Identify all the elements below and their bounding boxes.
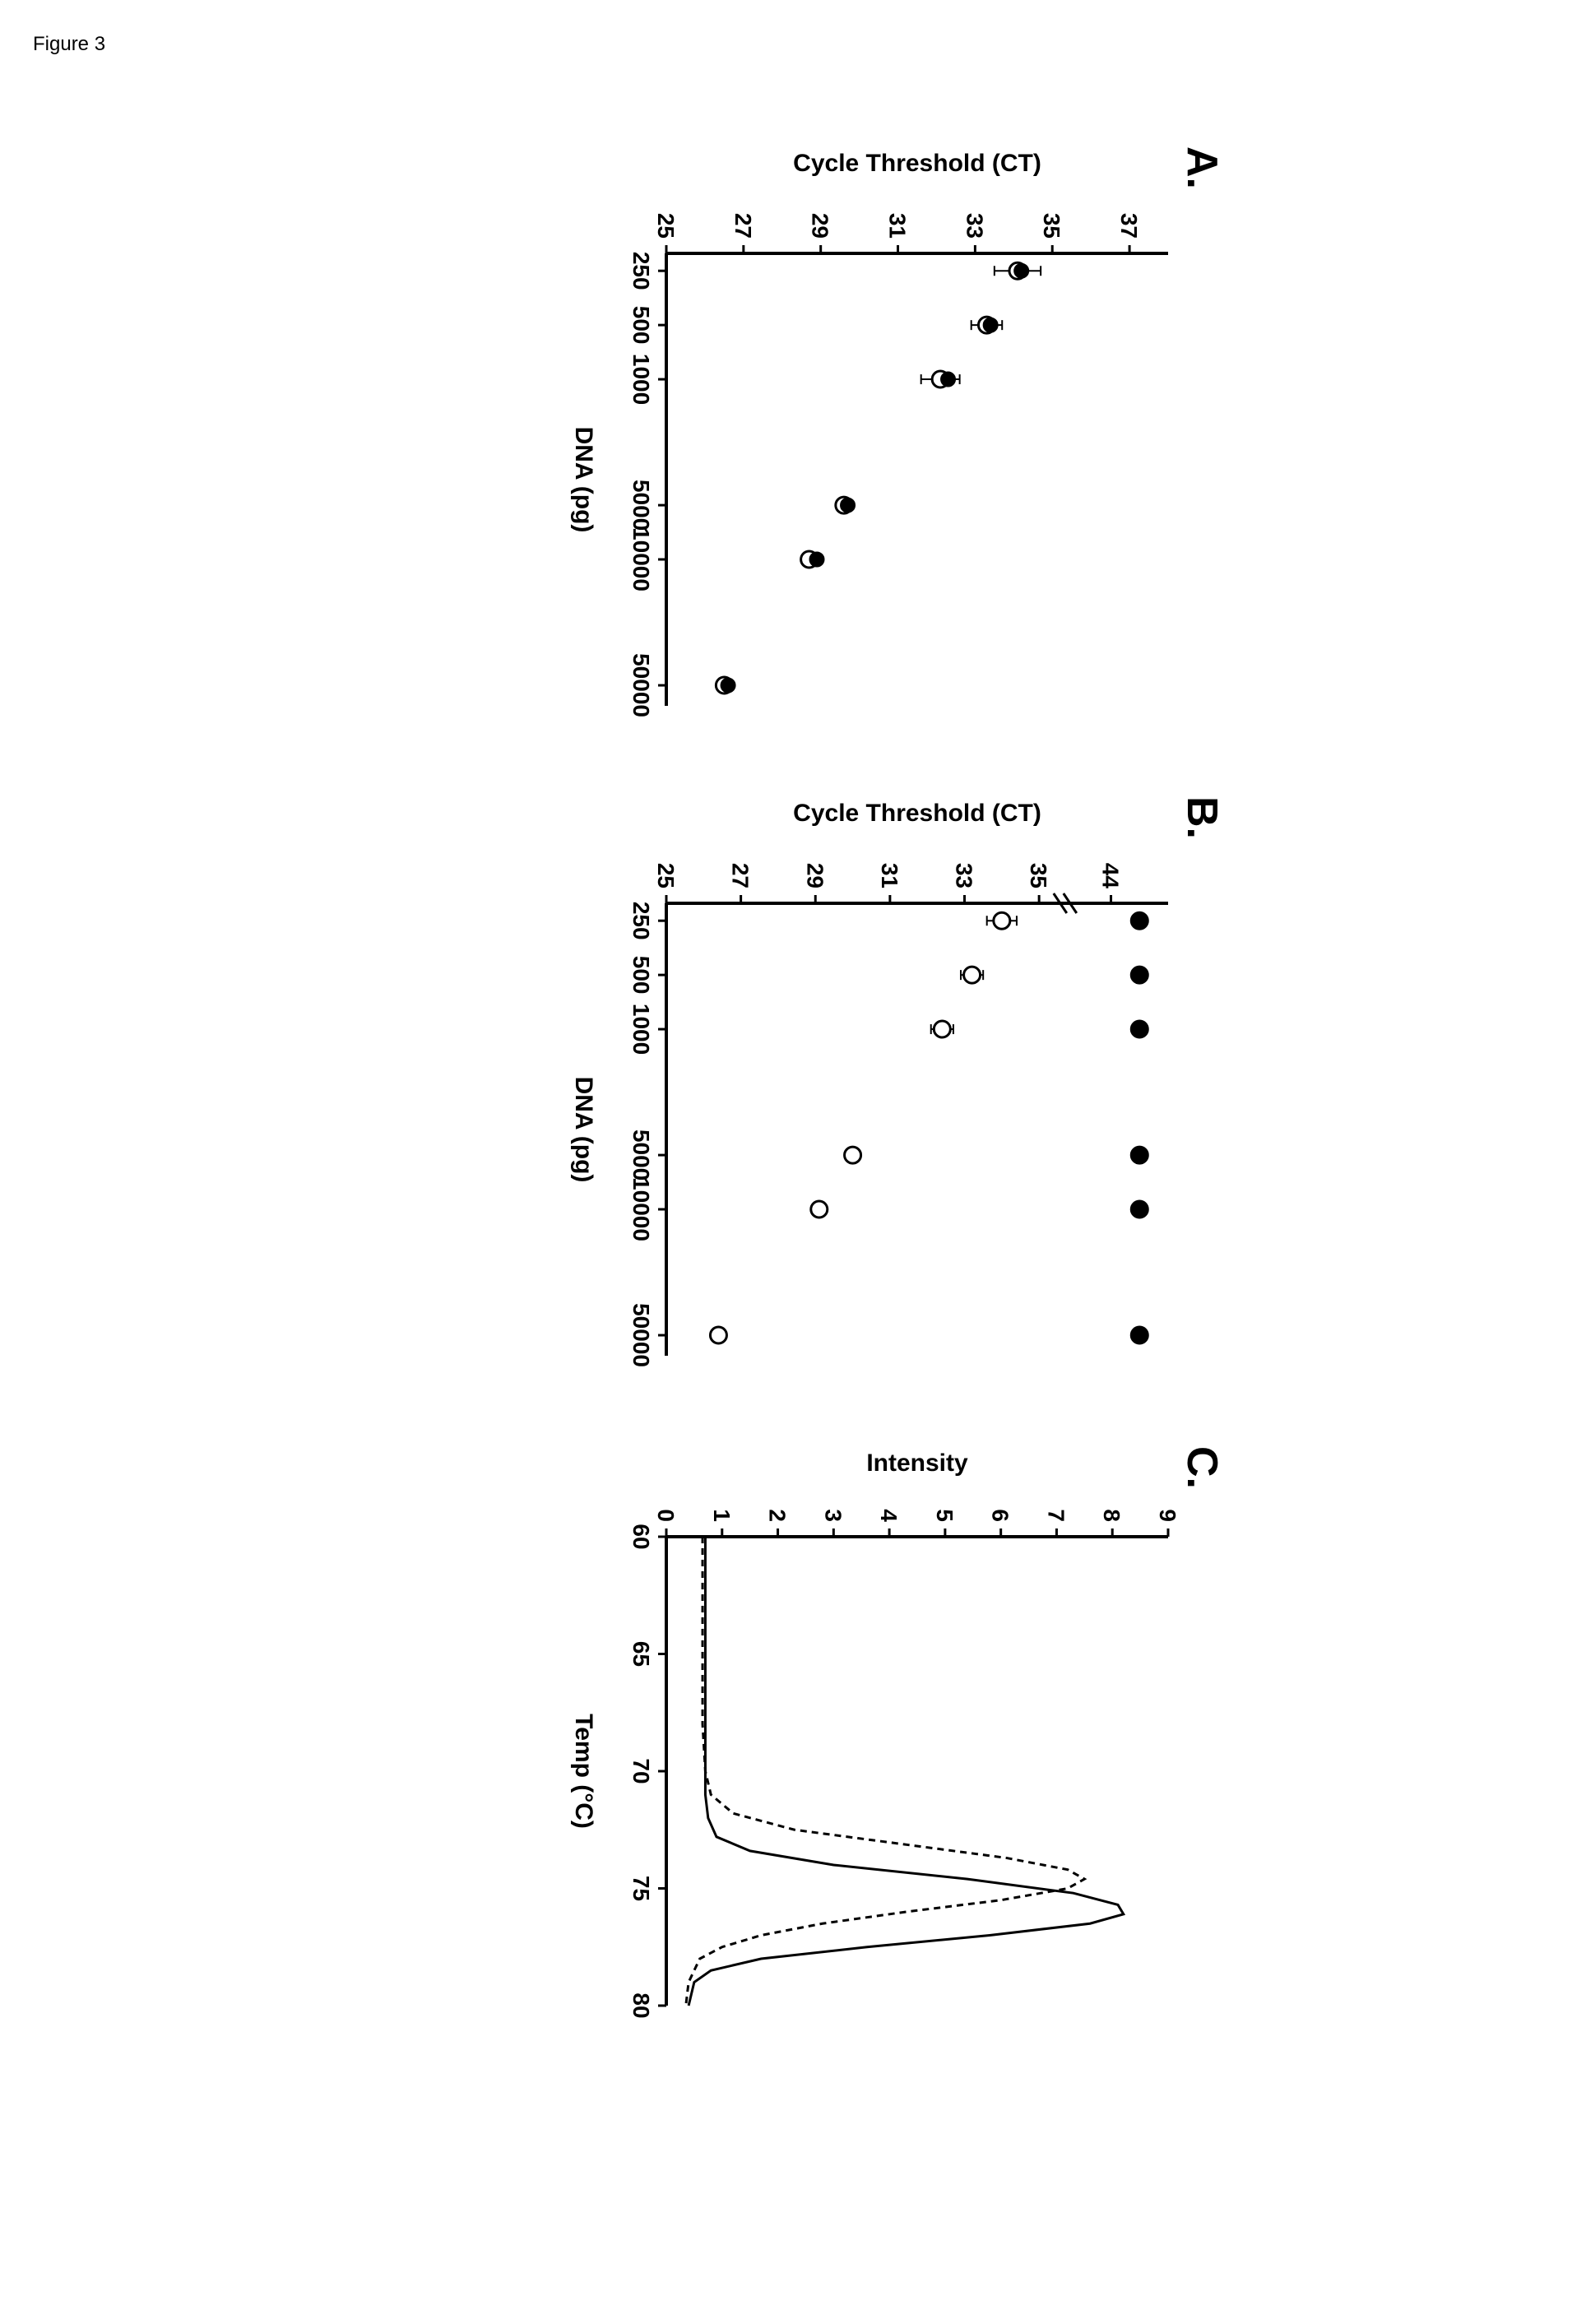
svg-text:33: 33 xyxy=(952,863,977,888)
svg-text:5: 5 xyxy=(932,1509,958,1522)
svg-text:3: 3 xyxy=(820,1509,846,1522)
svg-text:9: 9 xyxy=(1155,1509,1180,1522)
svg-text:31: 31 xyxy=(885,213,911,239)
svg-text:29: 29 xyxy=(802,863,828,888)
svg-text:8: 8 xyxy=(1099,1509,1125,1522)
svg-text:1000: 1000 xyxy=(628,1004,654,1055)
svg-text:Cycle Threshold (CT): Cycle Threshold (CT) xyxy=(793,800,1041,827)
svg-text:27: 27 xyxy=(728,863,754,888)
svg-text:DNA (pg): DNA (pg) xyxy=(570,1077,597,1183)
svg-text:1000: 1000 xyxy=(628,354,654,405)
svg-text:C.: C. xyxy=(1178,1446,1226,1489)
panel-a: A. 25 27 29 31 33 35 37 250 500 1000 500010000 50000… xyxy=(551,138,1226,731)
panel-a-chart: A. 25 27 29 31 33 35 37 250 500 1000 500010000 50000… xyxy=(551,138,1226,731)
svg-text:50000: 50000 xyxy=(628,653,654,717)
svg-text:500: 500 xyxy=(628,306,654,345)
svg-text:35: 35 xyxy=(1026,863,1051,888)
svg-text:A.: A. xyxy=(1178,146,1226,189)
svg-text:50000: 50000 xyxy=(628,1303,654,1367)
svg-text:27: 27 xyxy=(730,213,756,239)
svg-text:Cycle Threshold (CT): Cycle Threshold (CT) xyxy=(793,150,1041,177)
figure-number: Figure 3 xyxy=(33,33,1539,56)
svg-text:35: 35 xyxy=(1039,213,1064,239)
svg-text:80: 80 xyxy=(628,1992,654,2018)
svg-text:500: 500 xyxy=(628,956,654,995)
svg-text:7: 7 xyxy=(1043,1509,1069,1522)
svg-text:10000: 10000 xyxy=(628,1177,654,1241)
svg-text:DNA (pg): DNA (pg) xyxy=(570,427,597,533)
svg-text:33: 33 xyxy=(962,213,987,239)
svg-text:70: 70 xyxy=(628,1758,654,1784)
svg-text:4: 4 xyxy=(876,1509,902,1522)
svg-text:250: 250 xyxy=(628,902,654,940)
svg-text:5000: 5000 xyxy=(628,1130,654,1181)
panel-c: C. 60 65 70 75 80 0 1 2 3 4 5 6 7 8 9 Temp (°C) Intensity xyxy=(551,1438,1226,2030)
svg-text:10000: 10000 xyxy=(628,527,654,591)
svg-text:31: 31 xyxy=(877,863,902,888)
panel-b-chart: B. 25 27 29 31 33 35 44 250 500 1000 500010000 50000… xyxy=(551,788,1226,1380)
svg-text:29: 29 xyxy=(808,213,833,239)
svg-text:Temp (°C): Temp (°C) xyxy=(570,1714,597,1829)
svg-text:25: 25 xyxy=(653,863,679,888)
panel-c-chart: C. 60 65 70 75 80 0 1 2 3 4 5 6 7 8 9 Temp (°C) Intensity xyxy=(551,1438,1226,2030)
svg-text:75: 75 xyxy=(628,1876,654,1901)
svg-text:6: 6 xyxy=(988,1509,1013,1522)
svg-text:0: 0 xyxy=(653,1509,679,1522)
svg-text:44: 44 xyxy=(1098,863,1124,889)
svg-text:25: 25 xyxy=(653,213,679,239)
svg-text:65: 65 xyxy=(628,1641,654,1667)
svg-text:B.: B. xyxy=(1178,796,1226,839)
svg-text:2: 2 xyxy=(765,1509,791,1522)
panel-b: B. 25 27 29 31 33 35 44 250 500 1000 500010000 50000… xyxy=(551,788,1226,1380)
svg-text:Intensity: Intensity xyxy=(866,1450,968,1477)
svg-text:250: 250 xyxy=(628,252,654,290)
svg-text:37: 37 xyxy=(1116,213,1142,239)
svg-text:1: 1 xyxy=(709,1509,735,1522)
svg-text:5000: 5000 xyxy=(628,480,654,531)
svg-text:60: 60 xyxy=(628,1524,654,1549)
figure-panels: A.25272931333537250500100050001000050000… xyxy=(551,138,1226,452)
